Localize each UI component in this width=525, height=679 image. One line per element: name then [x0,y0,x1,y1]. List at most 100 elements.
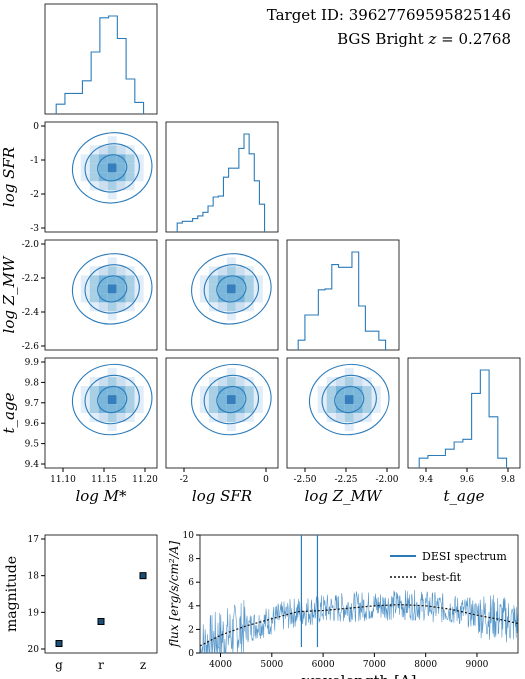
density-cell [125,172,135,182]
contour-level-1 [216,385,247,414]
x-axis-label-tage: t_age [444,487,485,505]
density-cell [107,413,117,423]
density-cell [208,284,218,294]
density-cell [217,266,227,276]
density-cell [208,386,218,396]
contour-level-3 [308,363,390,436]
density-cell [107,386,117,396]
density-cell [107,181,117,191]
density-cell [89,181,99,191]
histogram-logSFR [176,133,266,232]
photometry-y-tick-label: 19 [28,608,40,618]
density-cell [98,395,108,405]
density-cell [107,275,117,285]
photometry-point-r [97,618,105,625]
photometry-frame [44,534,158,654]
contour-level-3 [191,253,272,325]
density-cell [125,404,135,414]
photometry-y-tick-label: 18 [28,572,40,582]
x-axis-label-logZ: log Z_MW [305,487,383,505]
density-cell [116,386,126,396]
x-tick-label-logZ: -2.25 [334,475,357,485]
contour-level-3 [71,132,153,204]
panel-frame [44,357,158,469]
contour-level-2 [203,374,259,425]
density-cell [125,275,135,285]
density-cell [134,154,144,164]
density-cell [353,413,363,423]
panel-frame [286,357,400,469]
y-axis-label-logSFR: log SFR [0,147,18,207]
density-cell [125,395,135,405]
density-cell [226,257,236,267]
density-cell [80,275,90,285]
density-cell [226,302,236,312]
panel-logM-tage [44,357,158,469]
density-cell [125,163,135,173]
density-cell [235,302,245,312]
density-cell [235,266,245,276]
hist-frame-logSFR [165,121,279,233]
density-cell [344,404,354,414]
density-cell [317,386,327,396]
y-tick-label-logSFR: -2 [30,190,39,200]
spectrum-y-tick-label: 8 [188,555,194,565]
density-cell [362,413,372,423]
contour-level-2 [203,264,259,314]
spectrum-y-tick-label: 4 [188,602,194,612]
y-tick-label-tage: 9.5 [25,440,40,450]
density-cell [98,172,108,182]
density-cell [89,275,99,285]
spectrum-x-tick-label: 6000 [312,660,335,670]
spectrum-x-tick-label: 9000 [466,660,489,670]
contour-level-2 [84,374,140,425]
density-cell [217,413,227,423]
density-cell [107,145,117,155]
density-cell [208,266,218,276]
panel-logM-logZ [44,239,158,351]
density-cell [107,377,117,387]
density-cell [134,404,144,414]
density-cell [199,404,209,414]
density-cell [89,377,99,387]
photometry-y-tick-label: 17 [28,535,40,545]
density-cell [226,377,236,387]
density-cell [226,311,236,321]
density-cell [226,368,236,378]
photometry-point-g [55,640,63,647]
hist-frame-logZ [286,239,400,351]
x-tick-label-logM: 11.10 [50,475,76,485]
hist-frame-tage [407,357,521,469]
density-cell [107,163,117,173]
density-cell [199,386,209,396]
density-cell [253,404,263,414]
density-cell [208,413,218,423]
x-tick-label-logZ: -2.50 [293,475,316,485]
density-cell [116,413,126,423]
x-tick-label-tage: 9.6 [460,475,475,485]
density-cell [226,266,236,276]
density-cell [344,422,354,432]
density-cell [335,377,345,387]
density-cell [244,395,254,405]
density-cell [107,190,117,200]
histogram-logZ [297,251,387,350]
density-cell [107,311,117,321]
x-tick-label-logM: 11.15 [91,475,117,485]
density-cell [217,293,227,303]
density-cell [208,293,218,303]
density-cell [371,386,381,396]
density-cell [199,275,209,285]
density-cell [134,386,144,396]
contour-level-1 [97,154,128,182]
density-cell [107,302,117,312]
density-cell [134,293,144,303]
histogram-tage [418,369,508,468]
density-cell [235,284,245,294]
spectrum-frame [199,534,519,654]
contour-level-3 [71,253,153,325]
density-cell [116,302,126,312]
density-cell [226,284,236,294]
density-cell [244,386,254,396]
